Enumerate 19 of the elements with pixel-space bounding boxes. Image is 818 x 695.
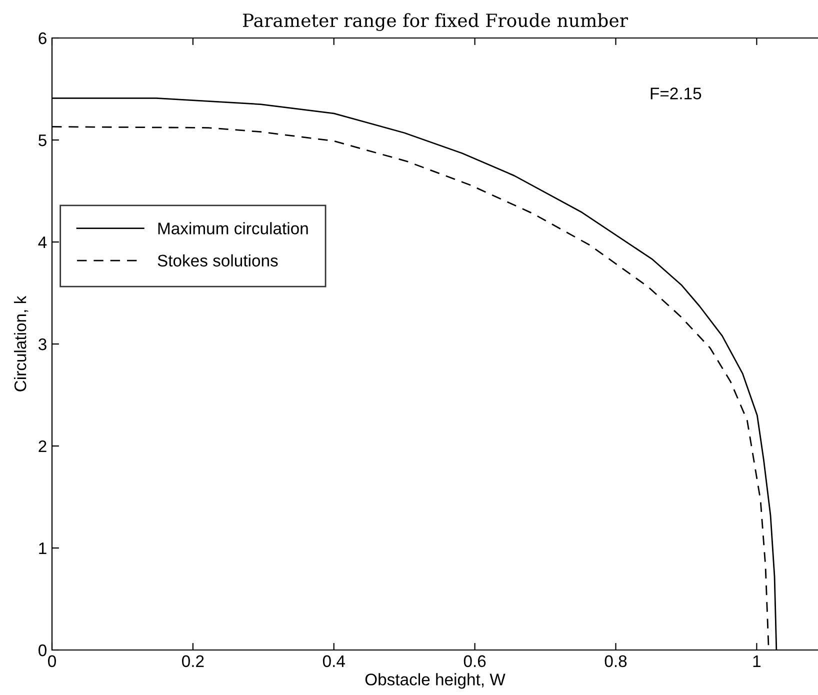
x-tick-label: 0.8 <box>604 655 627 668</box>
y-tick-label: 6 <box>38 32 46 44</box>
y-tick-label: 0 <box>38 644 46 656</box>
legend-label: Maximum circulation <box>158 222 308 234</box>
legend-label: Stokes solutions <box>158 254 278 267</box>
y-tick-label: 1 <box>39 542 46 554</box>
x-tick-label: 1 <box>753 655 761 667</box>
x-axis-title: Obstacle height, W <box>365 673 506 689</box>
y-axis-title: Circulation, k <box>14 296 28 392</box>
x-tick-label: 0.4 <box>322 655 345 668</box>
x-tick-label: 0 <box>48 655 56 668</box>
y-tick-label: 4 <box>38 236 47 248</box>
y-tick-label: 2 <box>38 440 46 452</box>
x-tick-label: 0.6 <box>464 655 486 668</box>
chart-title: Parameter range for fixed Froude number <box>242 13 628 31</box>
y-tick-label: 5 <box>38 134 46 146</box>
x-tick-label: 0.2 <box>182 655 204 668</box>
annotation: F=2.15 <box>650 88 702 100</box>
y-tick-label: 3 <box>38 338 46 350</box>
